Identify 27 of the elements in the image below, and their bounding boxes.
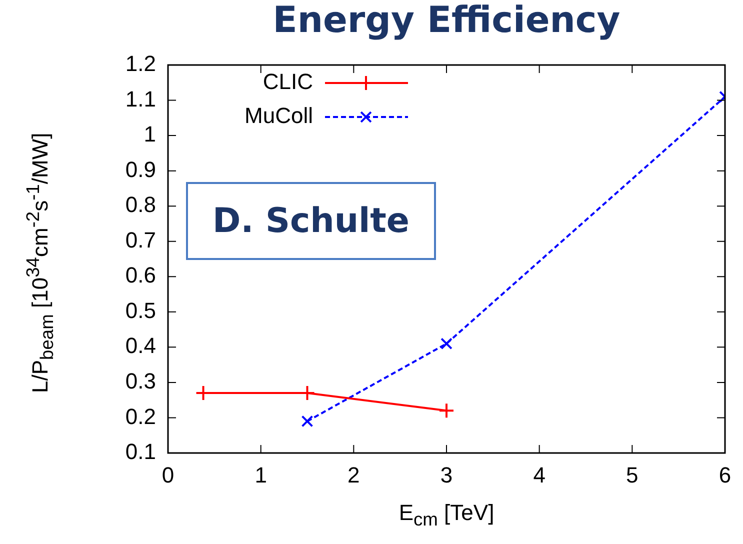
y-tick-label: 1.2 — [125, 51, 156, 76]
y-tick-label: 0.4 — [125, 333, 156, 358]
x-tick-label: 5 — [626, 462, 638, 488]
point — [440, 338, 452, 350]
y-tick-label: 0.8 — [125, 192, 156, 218]
y-tick-label: 0.6 — [125, 262, 156, 288]
x-tick-label: 4 — [533, 462, 546, 488]
x-tick-label: 6 — [718, 462, 732, 488]
legend-label: MuColl — [244, 103, 313, 128]
y-tick-label: 0.3 — [125, 368, 156, 394]
y-tick-label: 0.7 — [125, 227, 156, 252]
y-tick-label: 0.1 — [125, 439, 156, 464]
point — [301, 415, 314, 428]
legend-label: CLIC — [262, 69, 314, 94]
x-tick-label: 0 — [162, 462, 174, 488]
y-tick-label: 1 — [144, 122, 156, 147]
y-tick-label: 0.5 — [125, 298, 156, 323]
chart-title: Energy Efficiency — [272, 0, 622, 41]
y-tick-label: 0.9 — [125, 156, 156, 182]
x-tick-label: 1 — [254, 462, 267, 488]
annotation: D. Schulte — [186, 182, 436, 260]
point — [438, 402, 454, 419]
y-tick-label: 1.1 — [125, 86, 156, 112]
x-axis-title: E$_{cm}$ [TeV] — [398, 500, 496, 530]
x-tick-label: 3 — [440, 462, 453, 488]
x-tick-label: 2 — [348, 462, 360, 488]
y-tick-label: 0.2 — [125, 404, 156, 429]
